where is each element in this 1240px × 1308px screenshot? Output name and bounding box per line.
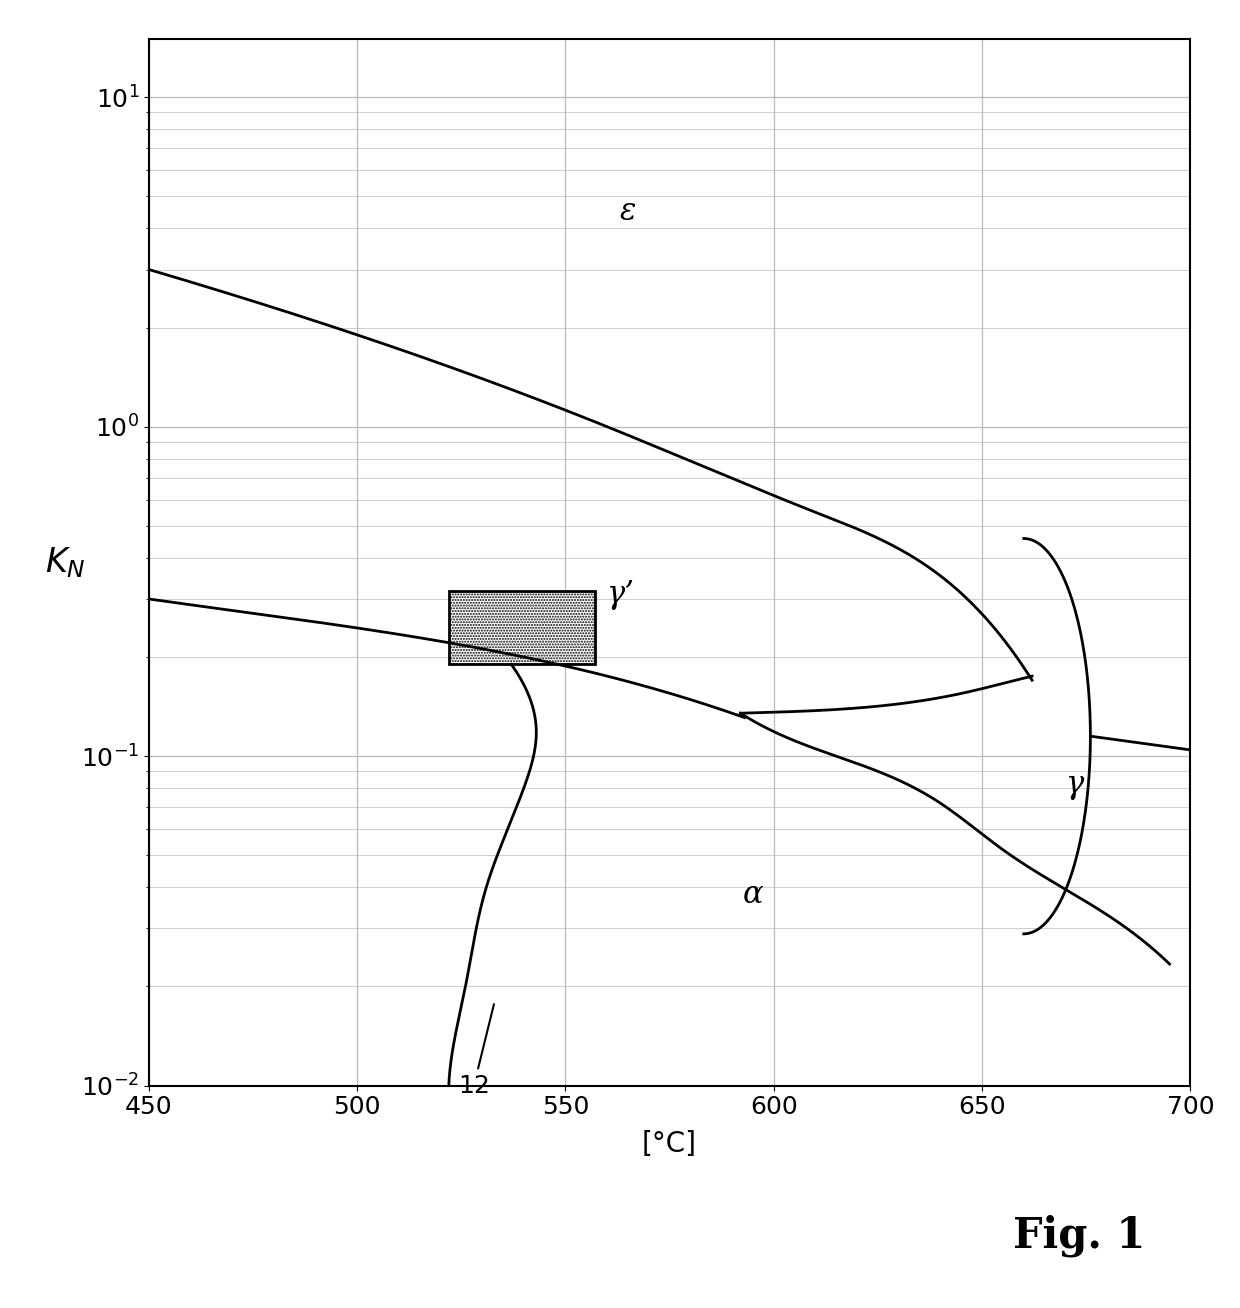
- Text: $K_N$: $K_N$: [45, 545, 86, 579]
- Bar: [449, 591, 595, 664]
- Text: ε: ε: [620, 196, 636, 228]
- Text: α: α: [743, 879, 764, 910]
- Text: γ’: γ’: [605, 578, 634, 610]
- Text: Fig. 1: Fig. 1: [1013, 1215, 1145, 1257]
- Text: 12: 12: [458, 1005, 494, 1097]
- X-axis label: [°C]: [°C]: [642, 1130, 697, 1159]
- Text: γ: γ: [1065, 769, 1083, 800]
